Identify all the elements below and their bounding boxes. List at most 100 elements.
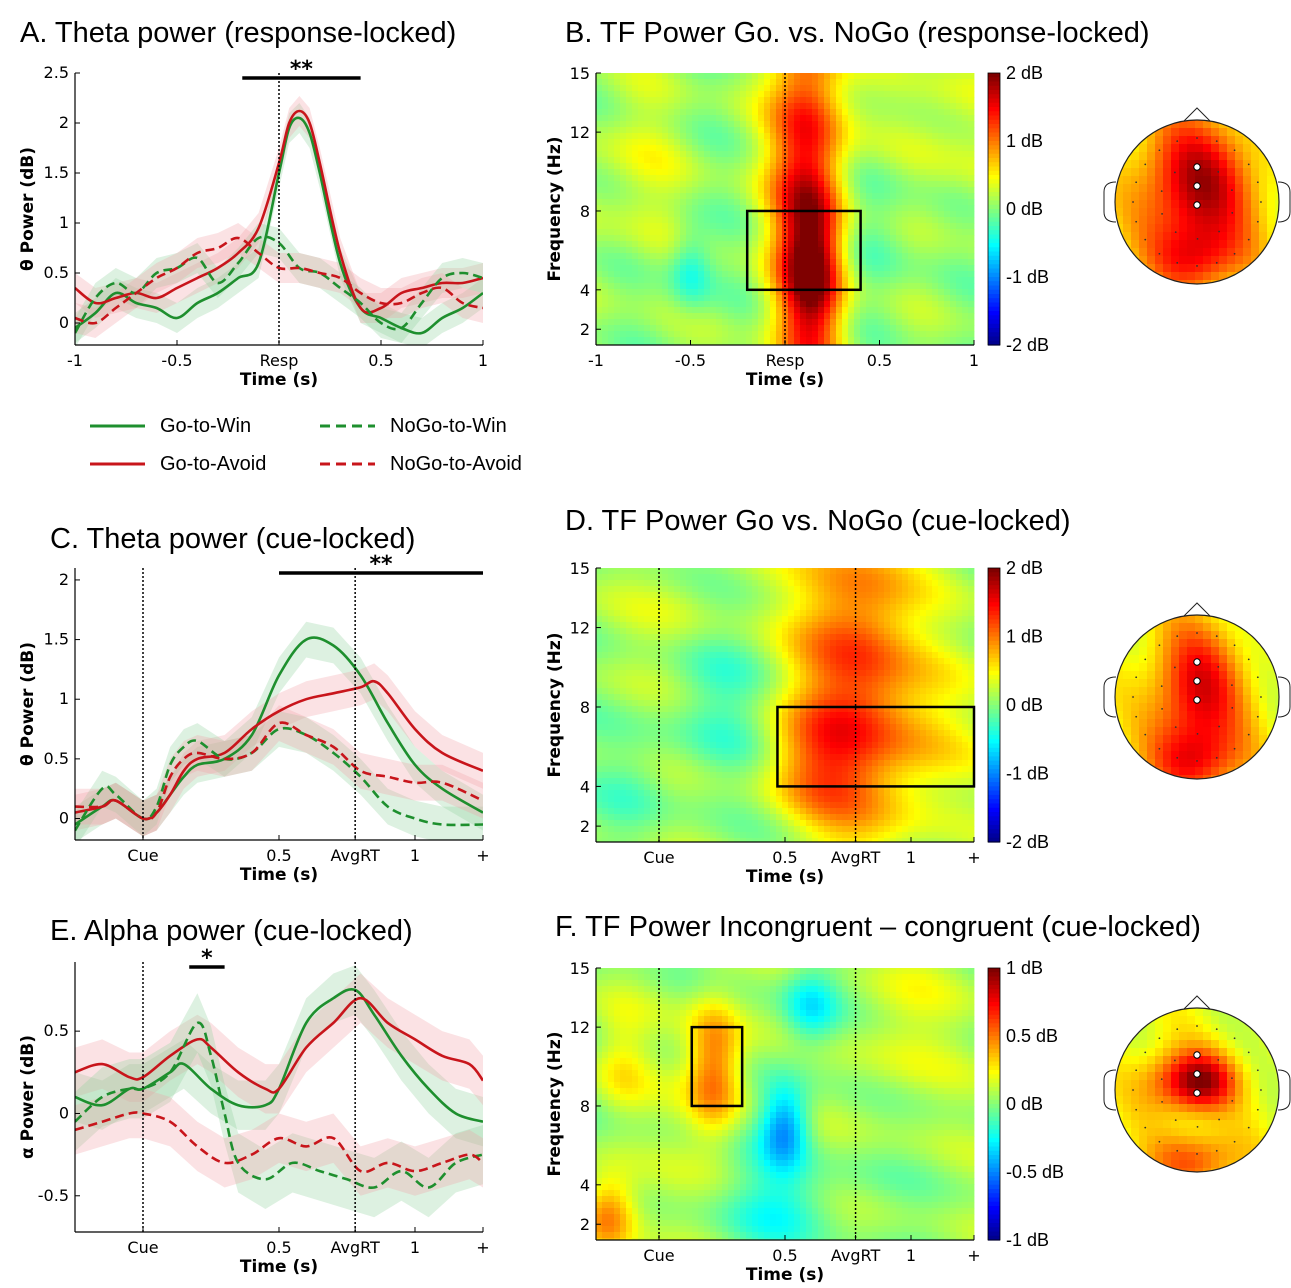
x-axis-label: Time (s) xyxy=(746,1265,824,1285)
sensor-dot xyxy=(1256,1069,1259,1072)
right-ear xyxy=(1277,676,1291,718)
series-line-nogo-to-avoid xyxy=(75,236,483,325)
sensor-dot xyxy=(1218,725,1221,728)
significance-label: ** xyxy=(369,552,393,577)
sensor-dot xyxy=(1233,149,1236,152)
sensor-dot xyxy=(1247,1051,1250,1054)
sensor-dot xyxy=(1256,715,1259,718)
series-line-nogo-to-avoid xyxy=(75,721,483,821)
sensor-dot xyxy=(1215,140,1218,143)
y-tick-label: 2 xyxy=(59,113,69,132)
sensor-dot xyxy=(1256,181,1259,184)
y-tick-label: 2.5 xyxy=(44,63,69,82)
sensor-dot xyxy=(1176,635,1179,638)
y-tick-label: 1 xyxy=(59,213,69,232)
panel-title: B. TF Power Go. vs. NoGo (response-locke… xyxy=(565,17,1150,49)
y-tick-label: 8 xyxy=(580,202,590,221)
sensor-dot xyxy=(1247,733,1250,736)
x-tick-label: 0.5 xyxy=(266,1238,291,1257)
x-tick-label: + xyxy=(476,846,489,865)
x-tick-label: -0.5 xyxy=(675,351,706,370)
y-axis-label: Frequency (Hz) xyxy=(545,632,565,777)
plot-area xyxy=(75,96,483,345)
x-tick-label: AvgRT xyxy=(330,1238,380,1257)
highlight-electrode xyxy=(1193,201,1201,209)
colorbar-label: 0 dB xyxy=(1006,1094,1043,1114)
colorbar: 1 dB 0.5 dB 0 dB -0.5 dB -1 dB xyxy=(987,958,1064,1250)
sensor-dot xyxy=(1158,1140,1161,1143)
colorbar-label: 1 dB xyxy=(1006,131,1043,151)
colorbar-label: -1 dB xyxy=(1006,1230,1049,1250)
sensor-dot xyxy=(1231,1077,1233,1080)
sensor-dot xyxy=(1160,1078,1163,1080)
x-axis-label: Time (s) xyxy=(240,370,318,390)
sensor-dot xyxy=(1196,1153,1198,1155)
x-axis-label: Time (s) xyxy=(240,865,318,885)
y-tick-label: 4 xyxy=(580,281,590,300)
scalp-topography xyxy=(1103,602,1291,780)
colorbar-label: 0 dB xyxy=(1006,199,1043,219)
sensor-dot xyxy=(1158,149,1161,152)
sensor-dot xyxy=(1158,747,1161,750)
sensor-dot xyxy=(1196,137,1198,139)
sensor-dot xyxy=(1217,665,1220,668)
sensor-dot xyxy=(1247,658,1250,661)
sensor-dot xyxy=(1196,732,1199,735)
sensor-dot xyxy=(1196,1025,1198,1027)
sensor-dot xyxy=(1132,696,1134,698)
y-tick-label: 1.5 xyxy=(44,163,69,182)
sensor-dot xyxy=(1231,1100,1234,1102)
highlight-electrode xyxy=(1193,1051,1201,1059)
colorbar: 2 dB 1 dB 0 dB -1 dB -2 dB xyxy=(987,558,1049,852)
error-band-go-to-avoid xyxy=(75,973,483,1114)
y-tick-label: 4 xyxy=(580,777,590,796)
sensor-dot xyxy=(1233,1037,1236,1040)
sensor-dot xyxy=(1174,231,1177,234)
highlight-electrode xyxy=(1193,658,1201,666)
sensor-dot xyxy=(1231,189,1233,192)
panel-title: F. TF Power Incongruent – congruent (cue… xyxy=(555,911,1201,943)
sensor-dot xyxy=(1173,171,1176,174)
highlight-electrode xyxy=(1193,1089,1201,1097)
x-tick-label: Cue xyxy=(643,1246,674,1265)
sensor-dot xyxy=(1215,635,1218,638)
sensor-dot xyxy=(1256,220,1259,223)
legend-item: Go-to-Avoid xyxy=(90,453,266,475)
significance-label: * xyxy=(201,946,213,971)
y-tick-label: 1.5 xyxy=(44,630,69,649)
error-band-go-to-avoid xyxy=(75,663,483,837)
sensor-dot xyxy=(1233,1140,1236,1143)
roi-box xyxy=(745,209,862,292)
colorbar-label: 0 dB xyxy=(1006,695,1043,715)
sensor-dot xyxy=(1176,261,1179,264)
sensor-dot xyxy=(1218,1118,1221,1121)
y-tick-label: 2 xyxy=(59,570,69,589)
panel-b: B. TF Power Go. vs. NoGo (response-locke… xyxy=(545,17,1291,390)
sensor-dot xyxy=(1215,756,1218,759)
series-line-nogo-to-avoid xyxy=(75,1111,483,1174)
y-tick-label: 4 xyxy=(580,1176,590,1195)
sensor-dot xyxy=(1135,220,1138,223)
sensor-dot xyxy=(1135,715,1138,718)
significance-label: ** xyxy=(290,57,314,82)
sensor-dot xyxy=(1132,1089,1134,1091)
head-outline xyxy=(1114,1007,1280,1173)
colorbar-label: -1 dB xyxy=(1006,267,1049,287)
legend-label: NoGo-to-Win xyxy=(390,415,507,437)
x-tick-label: AvgRT xyxy=(831,848,881,867)
sensor-dot xyxy=(1260,1089,1262,1091)
x-tick-label: 0.5 xyxy=(867,351,892,370)
right-ear xyxy=(1277,181,1291,223)
error-band-nogo-to-avoid xyxy=(75,1088,483,1196)
sensor-dot xyxy=(1135,676,1138,679)
sensor-dot xyxy=(1256,1108,1259,1111)
y-tick-label: 8 xyxy=(580,1097,590,1116)
heatmap-cells xyxy=(596,568,975,843)
y-tick-label: 12 xyxy=(570,619,590,638)
sensor-dot xyxy=(1158,1037,1161,1040)
sensor-dot xyxy=(1158,252,1161,255)
sensor-dot xyxy=(1176,140,1179,143)
error-band-nogo-to-win xyxy=(75,993,483,1218)
x-tick-label: 1 xyxy=(410,1238,420,1257)
y-tick-label: 0.5 xyxy=(44,1021,69,1040)
